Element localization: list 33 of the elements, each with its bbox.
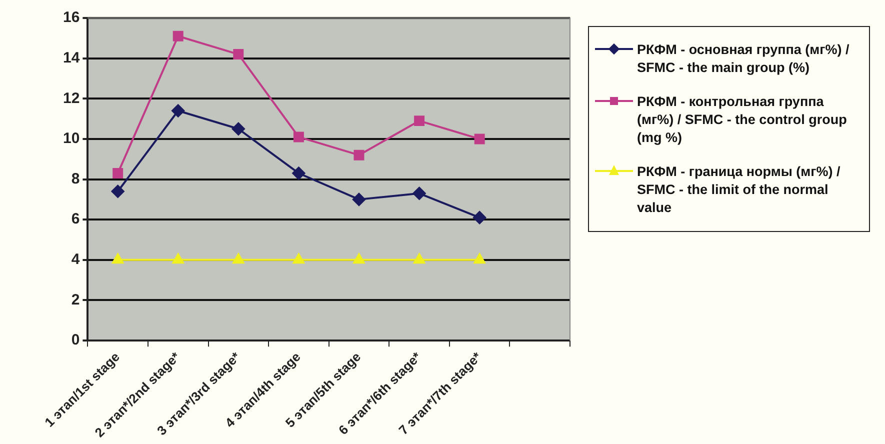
point (474, 134, 485, 144)
point (232, 253, 244, 264)
point (111, 184, 124, 198)
point (292, 166, 306, 180)
point (473, 211, 486, 224)
legend-label: РКФМ - граница нормы (мг%) / SFMC - the limit of the normal value (637, 163, 842, 217)
point (414, 116, 425, 126)
point (354, 150, 364, 160)
point (293, 132, 304, 142)
point (232, 122, 245, 136)
y-tick-label: 12 (62, 90, 80, 107)
point (474, 253, 486, 264)
y-tick-label: 10 (62, 130, 80, 148)
y-tick-label: 14 (62, 49, 80, 66)
legend-label: РКФМ - контрольная группа (мг%) / SFMC - the control group (mg %) (637, 93, 848, 147)
point (412, 186, 426, 200)
point (112, 168, 124, 178)
point (353, 253, 365, 264)
point (172, 253, 184, 264)
legend-label: РКФМ - основная группа (мг%) / SFMC - the main group (%) (637, 41, 850, 77)
point (292, 253, 304, 264)
point (172, 30, 184, 42)
point (112, 253, 124, 264)
point (172, 104, 185, 118)
point (352, 192, 366, 206)
y-tick-label: 0 (71, 332, 80, 349)
y-tick-label: 8 (71, 170, 80, 188)
point (414, 253, 426, 264)
y-tick-label: 6 (71, 210, 80, 228)
y-tick-label: 2 (71, 291, 80, 308)
point (233, 49, 244, 60)
y-tick-label: 4 (71, 251, 80, 268)
y-tick-label: 16 (62, 9, 80, 26)
